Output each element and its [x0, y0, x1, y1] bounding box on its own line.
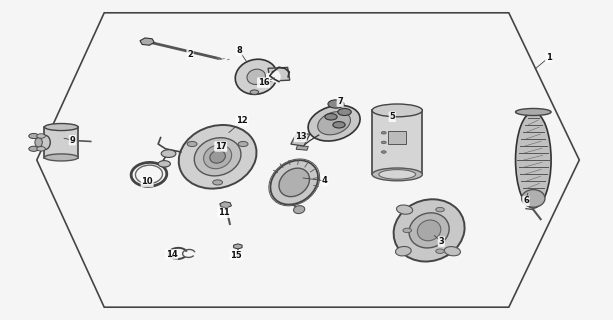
Ellipse shape — [516, 112, 551, 208]
Circle shape — [250, 90, 259, 94]
Bar — [388, 131, 406, 144]
Ellipse shape — [235, 59, 277, 94]
Ellipse shape — [372, 104, 422, 117]
Bar — [372, 110, 422, 174]
Circle shape — [381, 141, 386, 144]
Ellipse shape — [135, 165, 162, 184]
Ellipse shape — [294, 206, 305, 213]
Text: 2: 2 — [187, 50, 193, 59]
Circle shape — [403, 228, 411, 233]
Circle shape — [381, 132, 386, 134]
Ellipse shape — [39, 135, 50, 149]
Ellipse shape — [394, 199, 465, 261]
Text: 6: 6 — [523, 196, 529, 205]
Circle shape — [436, 249, 444, 253]
Circle shape — [436, 207, 444, 212]
Ellipse shape — [247, 69, 265, 84]
Circle shape — [37, 134, 45, 138]
Ellipse shape — [395, 246, 411, 256]
Ellipse shape — [279, 168, 310, 197]
Text: 1: 1 — [546, 53, 552, 62]
Ellipse shape — [194, 138, 241, 176]
Circle shape — [37, 147, 45, 151]
Circle shape — [328, 100, 344, 108]
Bar — [268, 68, 290, 81]
Circle shape — [187, 141, 197, 147]
Text: 11: 11 — [218, 208, 230, 217]
Circle shape — [29, 146, 39, 151]
Bar — [44, 127, 78, 158]
Text: 15: 15 — [230, 251, 242, 260]
Ellipse shape — [308, 105, 360, 141]
Ellipse shape — [270, 160, 318, 204]
Ellipse shape — [44, 124, 78, 131]
Ellipse shape — [35, 138, 42, 147]
Circle shape — [213, 180, 223, 185]
Circle shape — [325, 114, 337, 120]
Text: 3: 3 — [438, 237, 444, 246]
Text: 16: 16 — [257, 78, 270, 87]
Ellipse shape — [409, 213, 449, 248]
Text: 4: 4 — [322, 176, 328, 185]
Bar — [296, 146, 308, 150]
Wedge shape — [256, 70, 281, 83]
Text: 12: 12 — [236, 116, 248, 125]
Ellipse shape — [204, 145, 232, 169]
Ellipse shape — [372, 168, 422, 181]
Text: 9: 9 — [69, 136, 75, 145]
Ellipse shape — [522, 189, 545, 207]
Circle shape — [238, 141, 248, 147]
Circle shape — [333, 122, 345, 128]
Text: 13: 13 — [295, 132, 306, 141]
Ellipse shape — [44, 154, 78, 161]
Ellipse shape — [318, 112, 351, 135]
Circle shape — [381, 151, 386, 153]
Text: 14: 14 — [166, 250, 178, 259]
Text: 17: 17 — [215, 142, 226, 151]
Text: 10: 10 — [142, 177, 153, 186]
Circle shape — [338, 108, 351, 116]
Ellipse shape — [417, 220, 441, 241]
Circle shape — [295, 135, 305, 140]
Polygon shape — [37, 13, 579, 307]
Ellipse shape — [444, 247, 460, 256]
Text: 5: 5 — [389, 112, 395, 121]
Bar — [291, 132, 310, 146]
Circle shape — [158, 161, 170, 167]
Ellipse shape — [397, 205, 413, 214]
Text: 7: 7 — [337, 97, 343, 106]
Ellipse shape — [210, 150, 226, 163]
Circle shape — [161, 150, 176, 157]
Ellipse shape — [516, 108, 551, 116]
Text: 8: 8 — [236, 46, 242, 55]
Circle shape — [29, 133, 39, 139]
Ellipse shape — [179, 125, 256, 188]
Ellipse shape — [379, 170, 416, 179]
